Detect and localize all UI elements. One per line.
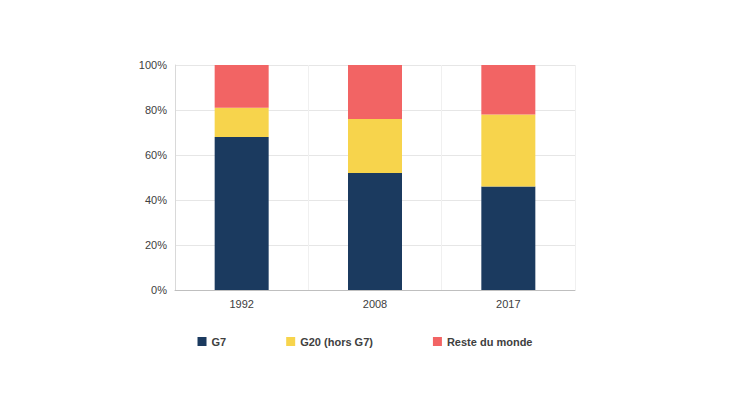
svg-text:G20 (hors G7): G20 (hors G7): [300, 336, 373, 348]
svg-text:20%: 20%: [145, 239, 167, 251]
svg-text:2008: 2008: [363, 298, 387, 310]
svg-text:G7: G7: [212, 336, 227, 348]
svg-text:80%: 80%: [145, 104, 167, 116]
svg-text:60%: 60%: [145, 149, 167, 161]
svg-text:0%: 0%: [151, 284, 167, 296]
svg-text:Reste du monde: Reste du monde: [447, 336, 533, 348]
svg-text:40%: 40%: [145, 194, 167, 206]
svg-text:2017: 2017: [496, 298, 520, 310]
svg-text:1992: 1992: [229, 298, 253, 310]
svg-text:100%: 100%: [139, 59, 167, 71]
